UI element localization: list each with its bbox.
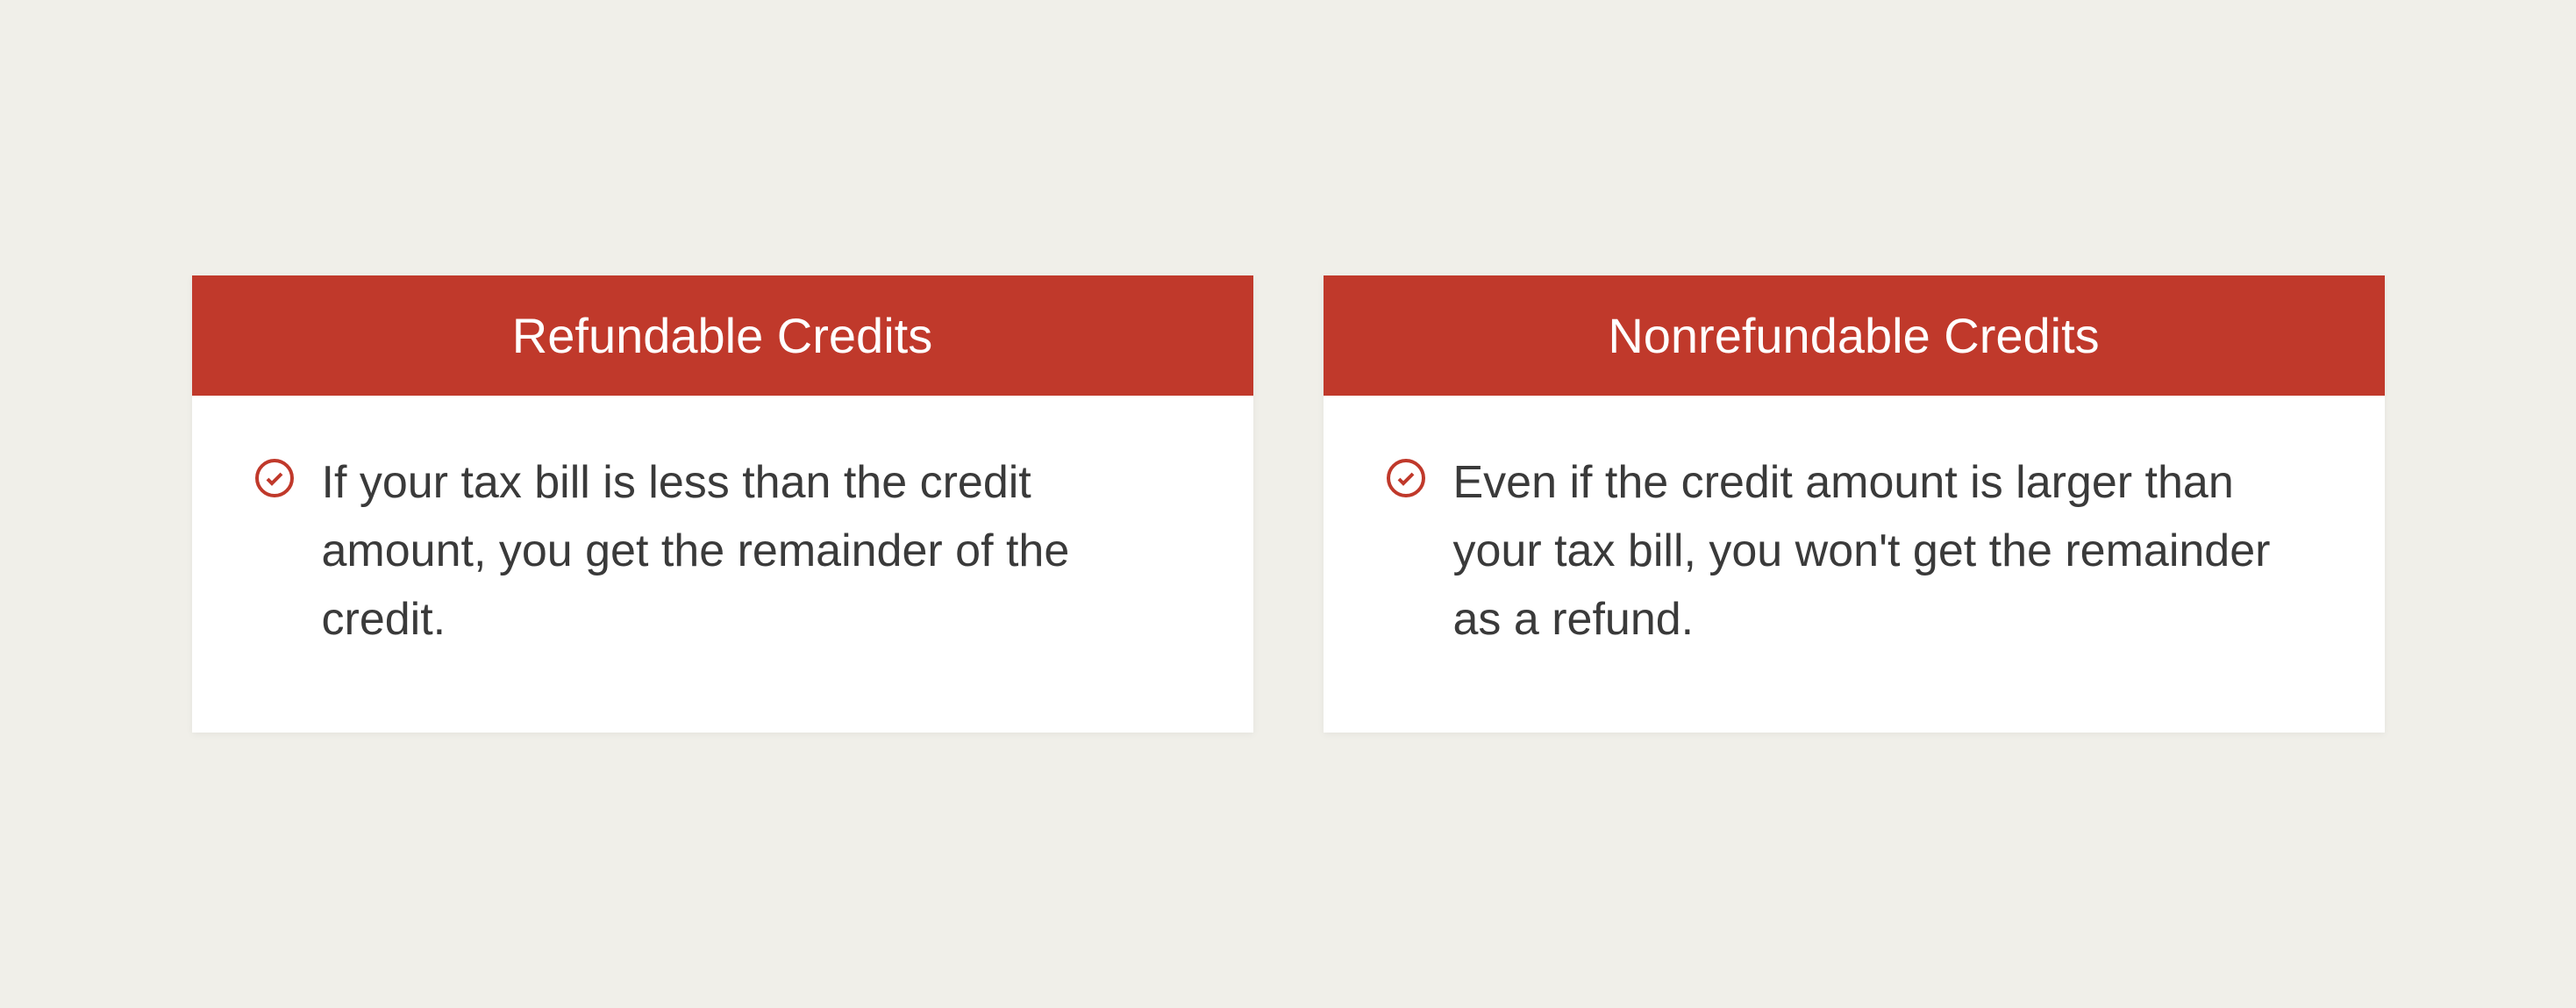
card-body-text: If your tax bill is less than the credit… [322, 448, 1192, 654]
check-circle-icon [1385, 457, 1427, 499]
card-body: Even if the credit amount is larger than… [1324, 396, 2385, 733]
card-header: Nonrefundable Credits [1324, 275, 2385, 396]
refundable-credits-card: Refundable Credits If your tax bill is l… [192, 275, 1253, 733]
card-body: If your tax bill is less than the credit… [192, 396, 1253, 733]
card-body-text: Even if the credit amount is larger than… [1453, 448, 2323, 654]
card-title: Refundable Credits [512, 308, 932, 363]
nonrefundable-credits-card: Nonrefundable Credits Even if the credit… [1324, 275, 2385, 733]
card-title: Nonrefundable Credits [1608, 308, 2099, 363]
card-header: Refundable Credits [192, 275, 1253, 396]
check-circle-icon [253, 457, 296, 499]
